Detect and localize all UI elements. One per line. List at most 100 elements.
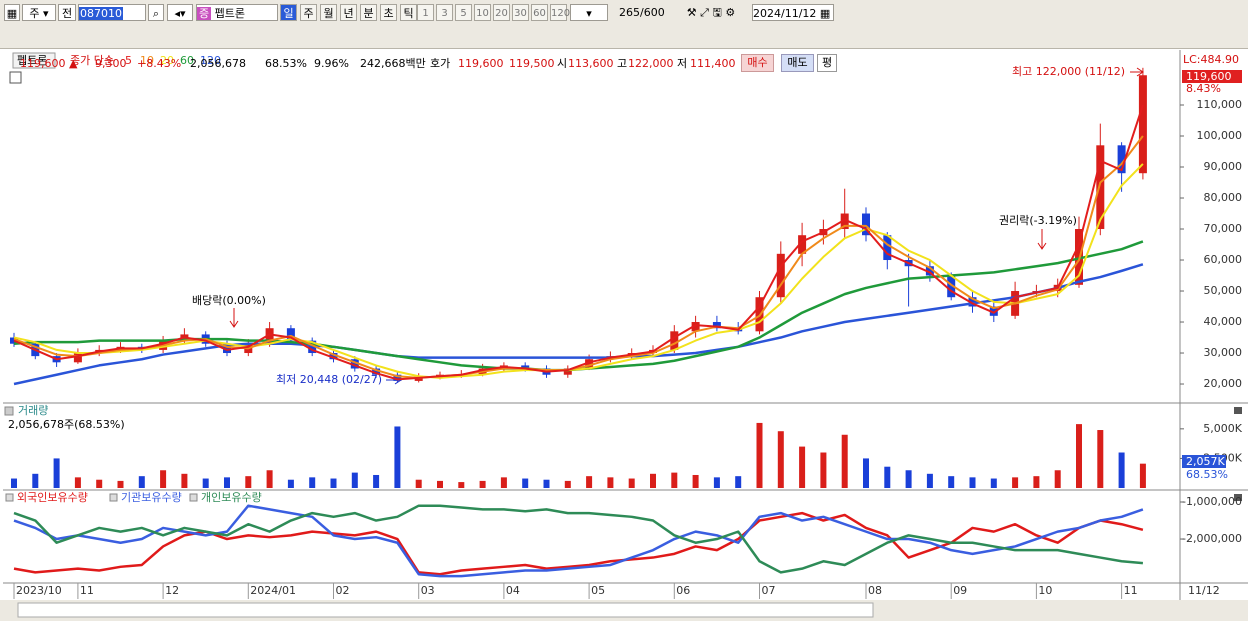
- table-icon[interactable]: [9, 71, 22, 84]
- close-btn[interactable]: [1234, 407, 1242, 414]
- tool-icons[interactable]: ⚒ ⤢ 🖫 ⚙: [686, 6, 736, 19]
- candle-body: [265, 328, 274, 344]
- volume-bar: [799, 446, 806, 488]
- tick-btn[interactable]: 5: [455, 4, 472, 21]
- candle-body: [670, 331, 679, 350]
- y-tick-label: 30,000: [1204, 346, 1243, 359]
- tick-btn[interactable]: 120: [550, 4, 570, 21]
- volume-bar: [96, 479, 103, 488]
- code-input[interactable]: 087010: [78, 4, 146, 21]
- close-btn[interactable]: [1234, 494, 1242, 501]
- buy-btn[interactable]: 매수: [741, 54, 774, 72]
- tick-btn[interactable]: 3: [436, 4, 453, 21]
- count-input[interactable]: 265: [619, 6, 640, 19]
- y-tick-label: 60,000: [1204, 253, 1243, 266]
- volume-bar: [1033, 476, 1040, 488]
- period-btn[interactable]: 초: [380, 4, 397, 21]
- x-tick-label: 2023/10: [16, 584, 62, 597]
- date-input[interactable]: 2024/11/12 ▦: [752, 4, 834, 21]
- tick-btn[interactable]: 30: [512, 4, 529, 21]
- change: 9,300: [95, 57, 127, 70]
- legend-item: 5: [125, 54, 132, 67]
- volume-bar: [394, 426, 401, 488]
- candle-body: [776, 253, 785, 298]
- volume-bar: [841, 434, 848, 488]
- annotation: 최저 20,448 (02/27): [276, 373, 382, 386]
- code: 087010: [79, 7, 123, 20]
- candle-body: [308, 340, 317, 354]
- volume-bar: [564, 480, 571, 488]
- menu-icon[interactable]: ▦: [4, 4, 20, 21]
- last-price-box: [1182, 70, 1242, 83]
- volume-bar: [437, 480, 443, 488]
- current-volume: 2,057K: [1186, 455, 1225, 468]
- candle-body: [223, 343, 231, 354]
- volume-bar: [32, 473, 39, 488]
- period-btn[interactable]: 년: [340, 4, 357, 21]
- volume-subtitle: 2,056,678주(68.53%): [8, 418, 125, 431]
- period-btn[interactable]: 일: [280, 4, 297, 21]
- y-tick-label: 20,000: [1204, 377, 1243, 390]
- volume-bar: [713, 477, 720, 488]
- period-btn[interactable]: 분: [360, 4, 377, 21]
- volume-bar: [74, 477, 81, 488]
- speaker-btn[interactable]: ◂▾: [167, 4, 193, 21]
- legend-swatch: [189, 493, 198, 502]
- tick-btn[interactable]: 1: [417, 4, 434, 21]
- tick-btn[interactable]: 60: [531, 4, 548, 21]
- series-line: [13, 163, 1144, 379]
- prev-btn[interactable]: 전: [58, 4, 76, 21]
- empty-select[interactable]: ▾: [570, 4, 608, 21]
- candle-body: [350, 359, 359, 369]
- y-tick-label: 5,000K: [1203, 422, 1242, 435]
- tick-btn[interactable]: 10: [474, 4, 491, 21]
- x-tick-label: 05: [591, 584, 605, 597]
- volume-bar: [266, 470, 273, 488]
- y-tick-label: -2,000,000: [1182, 532, 1242, 545]
- flat-btn[interactable]: 평: [817, 54, 837, 72]
- candle-body: [1096, 145, 1105, 230]
- sell-btn[interactable]: 매도: [781, 54, 814, 72]
- annotation: 최고 122,000 (11/12): [1012, 65, 1125, 78]
- name-box[interactable]: 증 펩트론: [196, 4, 278, 21]
- volume-bar: [287, 479, 294, 488]
- x-tick-label: 09: [953, 584, 967, 597]
- series-line: [13, 263, 1144, 386]
- arrow: [1037, 229, 1047, 250]
- volume-bar: [117, 480, 124, 488]
- tick-btn[interactable]: 20: [493, 4, 510, 21]
- turnover: 68.53%: [265, 57, 307, 70]
- volume: 2,056,678: [190, 57, 246, 70]
- volume-bar: [1054, 470, 1061, 488]
- volume-bar: [1012, 477, 1019, 488]
- candle-body: [925, 266, 934, 276]
- candle-body: [563, 368, 572, 375]
- candle-body: [414, 377, 423, 381]
- y-tick-label: -1,000,000: [1182, 495, 1242, 508]
- volume-bar: [735, 476, 742, 488]
- period-btn[interactable]: 주: [300, 4, 317, 21]
- volume-bar: [1076, 424, 1082, 488]
- x-tick-label: 11: [1124, 584, 1138, 597]
- mode: 주: [29, 7, 40, 20]
- high: 122,000: [628, 57, 674, 70]
- search-btn[interactable]: ⌕: [148, 4, 164, 21]
- period-btn[interactable]: 월: [320, 4, 337, 21]
- bid-label: 호가: [430, 57, 451, 70]
- lc-label: LC:484.90: [1183, 53, 1239, 66]
- candle-body: [286, 328, 295, 341]
- price: 119,600 ▲: [20, 57, 78, 70]
- y-tick-label: 50,000: [1204, 284, 1243, 297]
- volume-bar: [138, 476, 145, 488]
- x-tick-label: 04: [506, 584, 520, 597]
- low-label: 저: [677, 57, 688, 70]
- scroll-track[interactable]: [17, 602, 874, 618]
- period-btn[interactable]: 틱: [400, 4, 417, 21]
- candle-body: [73, 353, 82, 363]
- volume-bar: [586, 476, 593, 488]
- legend-item: 10: [140, 54, 154, 67]
- volume-bar: [905, 470, 912, 488]
- volume-bar: [500, 477, 507, 488]
- chart-bg: [0, 48, 1248, 600]
- mode-select[interactable]: 주 ▾: [22, 4, 56, 21]
